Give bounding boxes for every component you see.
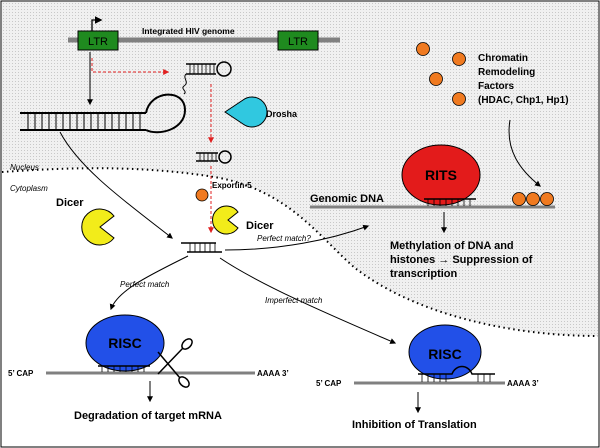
sirna-duplex — [181, 242, 222, 253]
nuclear-envelope-line — [1, 167, 599, 337]
rits-guide-strand — [424, 198, 476, 206]
ltr-right-label: LTR — [288, 36, 308, 48]
degradation-text: Degradation of target mRNA — [74, 410, 222, 422]
dicer-right-label: Dicer — [246, 220, 274, 232]
exportin-5-label: Exportin-5 — [212, 181, 252, 190]
methylation-text: Methylation of DNA and histones → Suppre… — [390, 240, 535, 280]
chromatin-line-3: Factors — [478, 81, 515, 92]
cap-left-label: 5’ CAP — [8, 369, 34, 378]
methylation-line-2: histones → Suppression of — [390, 254, 533, 266]
inhibition-text: Inhibition of Translation — [352, 419, 477, 431]
arrow-imperfect-match — [219, 257, 397, 344]
dicer-left-icon — [81, 208, 115, 246]
polya-left-label: AAAA 3’ — [257, 369, 289, 378]
integrated-genome-label: Integrated HIV genome — [142, 26, 235, 36]
arrow-factors-to-dna — [508, 119, 541, 187]
dicer-left-label: Dicer — [56, 197, 84, 209]
ltr-right-box — [277, 30, 319, 51]
chromatin-line-1: Chromatin — [478, 53, 528, 64]
arrow-hairpin-to-duplex — [59, 131, 173, 239]
factor-dot — [452, 52, 466, 66]
bound-factor-dot — [512, 192, 526, 206]
methylation-line-1: Methylation of DNA and — [390, 240, 514, 252]
factor-dot — [452, 92, 466, 106]
nucleus-region — [2, 2, 598, 336]
imperfect-match-label: Imperfect match — [265, 296, 323, 305]
bound-factor-dot — [526, 192, 540, 206]
rits-complex — [401, 144, 481, 206]
ltr-left-box — [77, 30, 119, 51]
risc-left-guide — [98, 365, 150, 372]
risc-right-guide — [418, 365, 495, 382]
pre-mirna — [196, 150, 232, 164]
short-hairpin-rna — [182, 61, 232, 95]
bound-factor-dot — [540, 192, 554, 206]
risc-left-label: RISC — [108, 335, 141, 351]
perfect-match-question-label: Perfect match? — [257, 234, 311, 243]
polya-right-label: AAAA 3’ — [507, 379, 539, 388]
exportin-5-dot — [195, 188, 209, 202]
risc-left — [85, 314, 165, 372]
chromatin-line-4: (HDAC, Chp1, Hp1) — [478, 95, 569, 106]
risc-right — [408, 324, 482, 380]
chromatin-line-2: Remodeling — [478, 67, 535, 78]
dicer-right-icon — [212, 205, 239, 235]
arrow-perfect-match-question — [224, 224, 370, 251]
drosha-label: Drosha — [266, 109, 298, 119]
cap-right-label: 5’ CAP — [316, 379, 342, 388]
factor-dot — [416, 42, 430, 56]
arrow-perfect-match — [109, 255, 189, 311]
long-hairpin-rna — [20, 93, 187, 134]
drosha-icon — [224, 96, 268, 128]
scissors-icon — [157, 338, 193, 388]
factor-dot — [429, 72, 443, 86]
chromatin-label: Chromatin Remodeling Factors (HDAC, Chp1… — [478, 53, 569, 106]
ltr-left-label: LTR — [88, 36, 108, 48]
genomic-dna-label: Genomic DNA — [310, 193, 384, 205]
nucleus-label: Nucleus — [10, 163, 39, 172]
risc-right-label: RISC — [428, 346, 461, 362]
rits-label: RITS — [425, 167, 457, 183]
promoter-arrow-icon — [91, 16, 103, 31]
methylation-line-3: transcription — [390, 268, 458, 280]
perfect-match-label: Perfect match — [120, 280, 170, 289]
cytoplasm-label: Cytoplasm — [10, 184, 48, 193]
